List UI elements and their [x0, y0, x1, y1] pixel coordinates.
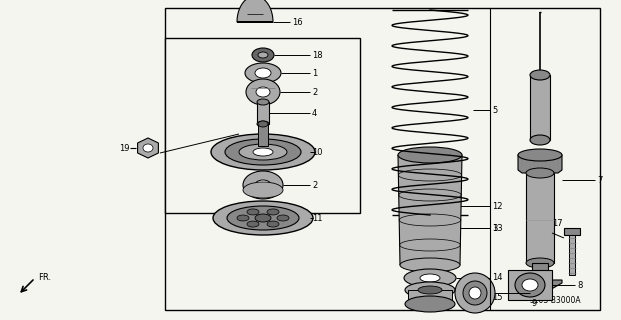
Ellipse shape — [405, 282, 455, 298]
Ellipse shape — [455, 273, 495, 313]
Polygon shape — [398, 155, 462, 265]
Ellipse shape — [227, 206, 299, 230]
Text: 16: 16 — [292, 18, 302, 27]
Ellipse shape — [418, 286, 442, 294]
Ellipse shape — [267, 221, 279, 227]
Bar — [508, 270, 552, 300]
Bar — [564, 228, 580, 235]
Text: FR.: FR. — [38, 273, 51, 282]
Ellipse shape — [239, 144, 287, 160]
Ellipse shape — [246, 79, 280, 105]
Ellipse shape — [469, 287, 481, 299]
Text: 13: 13 — [492, 223, 502, 233]
Ellipse shape — [257, 99, 269, 105]
Ellipse shape — [522, 279, 538, 291]
Ellipse shape — [213, 201, 313, 235]
Ellipse shape — [526, 258, 554, 268]
Ellipse shape — [258, 121, 268, 127]
Ellipse shape — [256, 87, 270, 97]
Polygon shape — [237, 0, 273, 22]
Ellipse shape — [255, 180, 271, 190]
Ellipse shape — [515, 273, 545, 297]
Ellipse shape — [530, 70, 550, 80]
Bar — [408, 290, 452, 304]
Ellipse shape — [400, 258, 460, 272]
Ellipse shape — [402, 178, 458, 190]
Ellipse shape — [518, 149, 562, 161]
Ellipse shape — [463, 281, 487, 305]
Ellipse shape — [237, 215, 249, 221]
Ellipse shape — [402, 237, 458, 253]
Text: 12: 12 — [492, 202, 502, 211]
Ellipse shape — [400, 218, 460, 238]
Text: 18: 18 — [312, 51, 323, 60]
Ellipse shape — [404, 269, 456, 287]
Text: 15: 15 — [492, 293, 502, 302]
Text: 11: 11 — [312, 213, 322, 222]
Ellipse shape — [143, 144, 153, 152]
Ellipse shape — [247, 221, 259, 227]
Polygon shape — [518, 155, 562, 173]
Text: 10: 10 — [312, 148, 322, 156]
Text: 3: 3 — [492, 223, 497, 233]
Ellipse shape — [420, 274, 440, 282]
Ellipse shape — [418, 223, 442, 233]
Ellipse shape — [258, 52, 268, 58]
Text: 4: 4 — [312, 108, 317, 117]
Ellipse shape — [257, 121, 269, 127]
Text: 2: 2 — [312, 180, 317, 189]
Ellipse shape — [398, 147, 462, 163]
Ellipse shape — [526, 168, 554, 178]
Polygon shape — [138, 138, 158, 158]
Text: 17: 17 — [552, 219, 563, 228]
Text: 5: 5 — [492, 106, 497, 115]
Text: 7: 7 — [597, 175, 602, 185]
Bar — [258, 124, 268, 146]
Ellipse shape — [277, 215, 289, 221]
Bar — [402, 168, 458, 245]
Text: 9: 9 — [532, 299, 537, 308]
Ellipse shape — [255, 68, 271, 78]
Ellipse shape — [530, 135, 550, 145]
Ellipse shape — [255, 214, 271, 222]
Polygon shape — [518, 280, 532, 291]
Bar — [530, 75, 550, 140]
Ellipse shape — [252, 48, 274, 62]
Bar — [569, 235, 575, 275]
Text: 8: 8 — [577, 281, 582, 290]
Text: 1: 1 — [312, 68, 317, 77]
Text: 2: 2 — [312, 87, 317, 97]
Ellipse shape — [225, 139, 301, 165]
Ellipse shape — [245, 63, 281, 83]
Text: 14: 14 — [492, 274, 502, 283]
Bar — [165, 8, 600, 310]
Ellipse shape — [267, 209, 279, 215]
Polygon shape — [548, 280, 562, 291]
Bar — [532, 263, 548, 291]
Bar — [526, 173, 554, 263]
Ellipse shape — [211, 134, 315, 170]
Ellipse shape — [402, 160, 458, 176]
Ellipse shape — [243, 171, 283, 199]
Bar — [165, 38, 360, 213]
Ellipse shape — [253, 148, 273, 156]
Ellipse shape — [405, 296, 455, 312]
Text: 19: 19 — [119, 143, 130, 153]
Bar — [257, 102, 269, 124]
Text: S103-B3000A: S103-B3000A — [530, 296, 582, 305]
Ellipse shape — [247, 209, 259, 215]
Ellipse shape — [243, 182, 283, 198]
